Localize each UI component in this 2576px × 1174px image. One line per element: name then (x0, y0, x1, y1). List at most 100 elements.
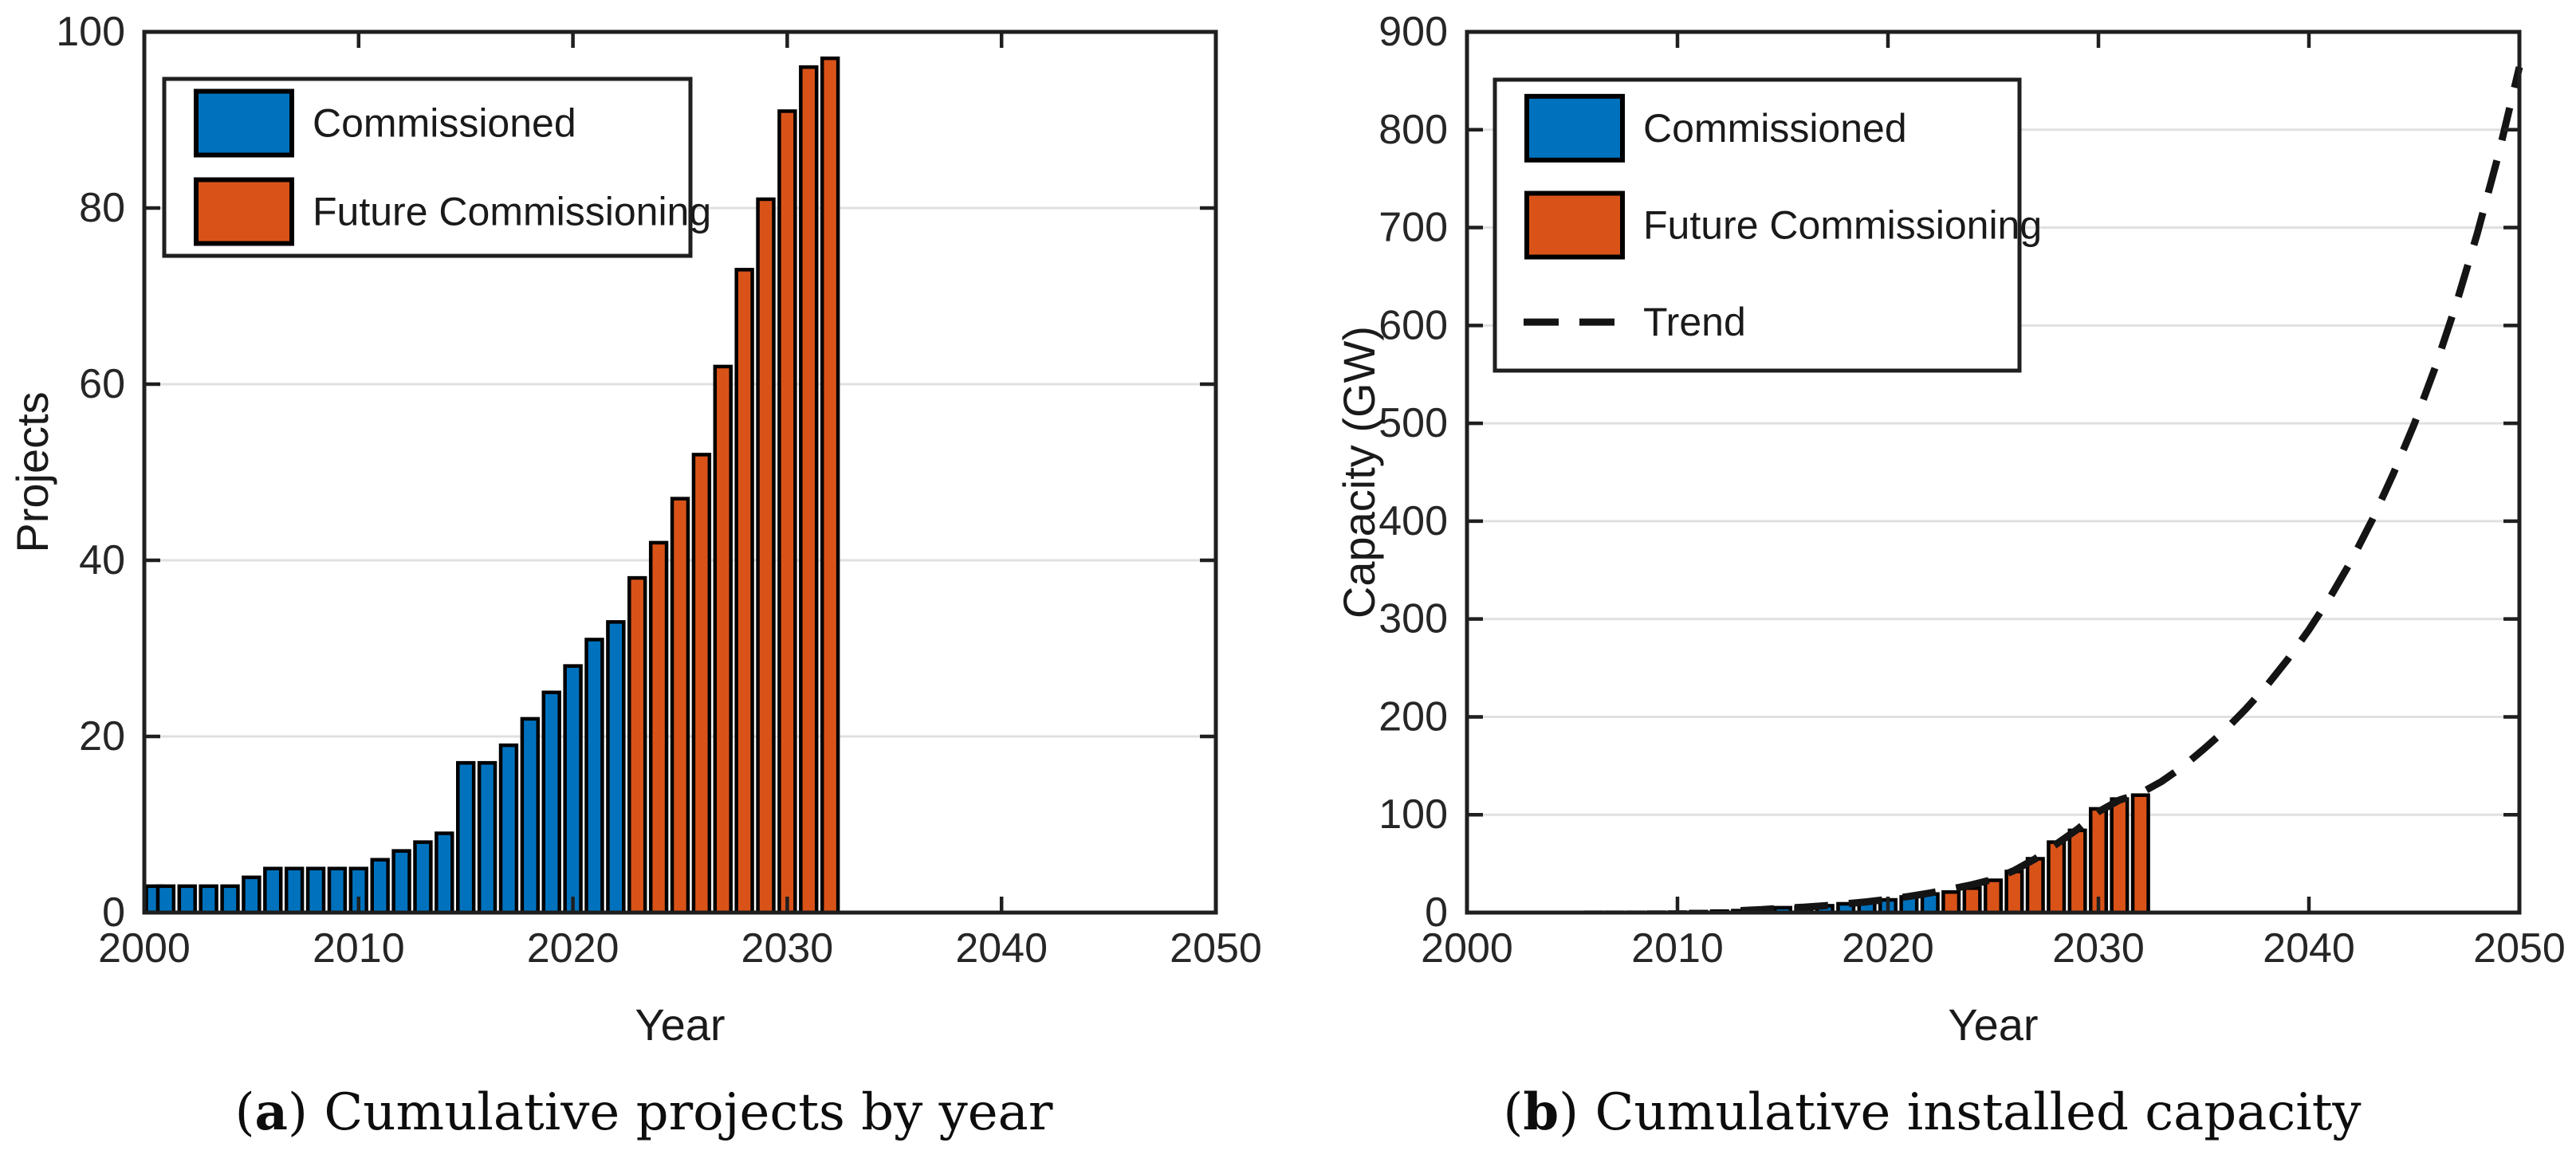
panel-a-chart: 2000 2010 2020 2030 2040 2050020406080100Year… (7, 9, 1262, 1050)
y-tick-label: 20 (79, 713, 125, 760)
bar-commissioned-2012 (391, 849, 411, 915)
y-tick-label: 600 (1378, 302, 1448, 348)
y-tick-label: 300 (1378, 596, 1448, 642)
y-tick-label: 80 (79, 185, 125, 231)
y-tick-label: 100 (56, 9, 125, 55)
bar-future-commissioning-2029 (756, 197, 776, 915)
axes-frame (1465, 29, 2522, 915)
y-tick-label: 100 (1378, 791, 1448, 838)
bar-commissioned-2001 (155, 884, 176, 915)
bar-future-commissioning-2031 (799, 65, 819, 915)
x-tick-label: 2040 (955, 925, 1048, 972)
bar-commissioned-2006 (263, 866, 283, 915)
legend-swatch-future-commissioning (194, 177, 294, 246)
caption-a-open: ( (234, 1083, 255, 1142)
legend-label: Trend (1643, 300, 1746, 344)
bar-future-commissioning-2031 (2110, 797, 2130, 915)
bar-commissioned-2008 (305, 866, 326, 915)
y-tick-label: 800 (1378, 107, 1448, 153)
x-tick-label: 2030 (741, 925, 834, 972)
bar-future-commissioning-2025 (670, 497, 690, 915)
caption-b-close: ) (1559, 1083, 1579, 1142)
x-tick-label: 2020 (527, 925, 619, 972)
bar-commissioned-2002 (177, 884, 197, 915)
caption-a-text: Cumulative projects by year (307, 1083, 1053, 1142)
x-axis-label: Year (1948, 999, 2038, 1050)
legend: Commissioned Future Commissioning (162, 77, 711, 258)
bar-future-commissioning-2029 (2067, 828, 2087, 915)
x-tick-label: 2050 (1170, 925, 1262, 972)
bar-future-commissioning-2027 (713, 364, 733, 915)
bar-commissioned-2003 (199, 884, 218, 915)
y-tick-label: 900 (1378, 9, 1448, 55)
axes-frame (142, 29, 1218, 915)
legend-label: Commissioned (1643, 106, 1907, 151)
legend-swatch-commissioned (194, 88, 294, 158)
bar-commissioned-2015 (456, 760, 476, 915)
bar-commissioned-2016 (477, 760, 498, 915)
y-tick-label: 700 (1378, 205, 1448, 251)
y-tick-label: 0 (1425, 889, 1448, 936)
bar-future-commissioning-2028 (734, 268, 754, 915)
y-tick-label: 400 (1378, 498, 1448, 544)
x-axis-label: Year (635, 999, 725, 1050)
caption-panel-b: (b) Cumulative installed capacity (1288, 1082, 2576, 1142)
caption-b-text: Cumulative installed capacity (1579, 1083, 2362, 1142)
x-tick-label: 2000 (1421, 925, 1513, 972)
legend-label: Future Commissioning (1643, 203, 2042, 248)
bar-future-commissioning-2023 (1941, 889, 1961, 915)
bar-future-commissioning-2023 (627, 575, 647, 915)
bar-commissioned-2011 (370, 858, 390, 915)
bar-future-commissioning-2024 (648, 540, 669, 915)
legend: Commissioned Future Commissioning Trend (1493, 77, 2042, 373)
y-tick-label: 60 (79, 361, 125, 407)
x-tick-label: 2020 (1842, 925, 1934, 972)
y-tick-label: 500 (1378, 400, 1448, 446)
bar-future-commissioning-2028 (2047, 840, 2067, 915)
caption-b-open: ( (1503, 1083, 1524, 1142)
bar-future-commissioning-2025 (1983, 878, 2004, 915)
x-tick-label: 2040 (2263, 925, 2355, 972)
legend-label: Commissioned (313, 101, 576, 146)
bar-future-commissioning-2032 (2130, 793, 2150, 915)
bar-commissioned-2021 (584, 638, 604, 915)
y-axis-label: Projects (7, 391, 57, 552)
bar-future-commissioning-2026 (2004, 870, 2024, 915)
x-tick-label: 2010 (1631, 925, 1724, 972)
bar-commissioned-2013 (413, 840, 433, 915)
bar-commissioned-2022 (606, 620, 626, 915)
caption-b-letter: b (1523, 1082, 1559, 1142)
bar-commissioned-2018 (520, 717, 541, 915)
y-axis-label: Capacity (GW) (1334, 326, 1384, 618)
y-tick-label: 0 (102, 889, 125, 936)
x-tick-label: 2000 (98, 925, 191, 972)
legend-swatch-commissioned (1524, 93, 1625, 163)
x-tick-label: 2030 (2052, 925, 2145, 972)
caption-a-close: ) (288, 1083, 308, 1142)
y-tick-label: 40 (79, 537, 125, 583)
bar-future-commissioning-2024 (1962, 886, 1982, 915)
bar-future-commissioning-2032 (820, 56, 840, 915)
x-tick-label: 2050 (2473, 925, 2566, 972)
legend-swatch-future-commissioning (1524, 190, 1625, 260)
trend-line (1740, 66, 2523, 914)
panel-b-chart: 2000 2010 2020 2030 2040 2050 0 100 200 300 400 500… (1334, 9, 2566, 1050)
bar-commissioned-2019 (541, 690, 561, 915)
bar-commissioned-2005 (242, 875, 262, 915)
bar-future-commissioning-2026 (691, 453, 712, 915)
x-tick-label: 2010 (313, 925, 405, 972)
bar-commissioned-2020 (563, 664, 583, 915)
bar-commissioned-2014 (435, 831, 454, 915)
bar-commissioned-2009 (327, 866, 348, 915)
caption-panel-a: (a) Cumulative projects by year (0, 1082, 1288, 1142)
legend-label: Future Commissioning (313, 190, 711, 234)
bar-future-commissioning-2030 (777, 109, 797, 915)
bar-commissioned-2007 (284, 866, 305, 915)
bar-commissioned-2017 (498, 743, 519, 915)
caption-a-letter: a (254, 1082, 289, 1142)
y-tick-label: 200 (1378, 693, 1448, 740)
bar-future-commissioning-2027 (2025, 857, 2045, 915)
bar-commissioned-2004 (220, 884, 240, 915)
